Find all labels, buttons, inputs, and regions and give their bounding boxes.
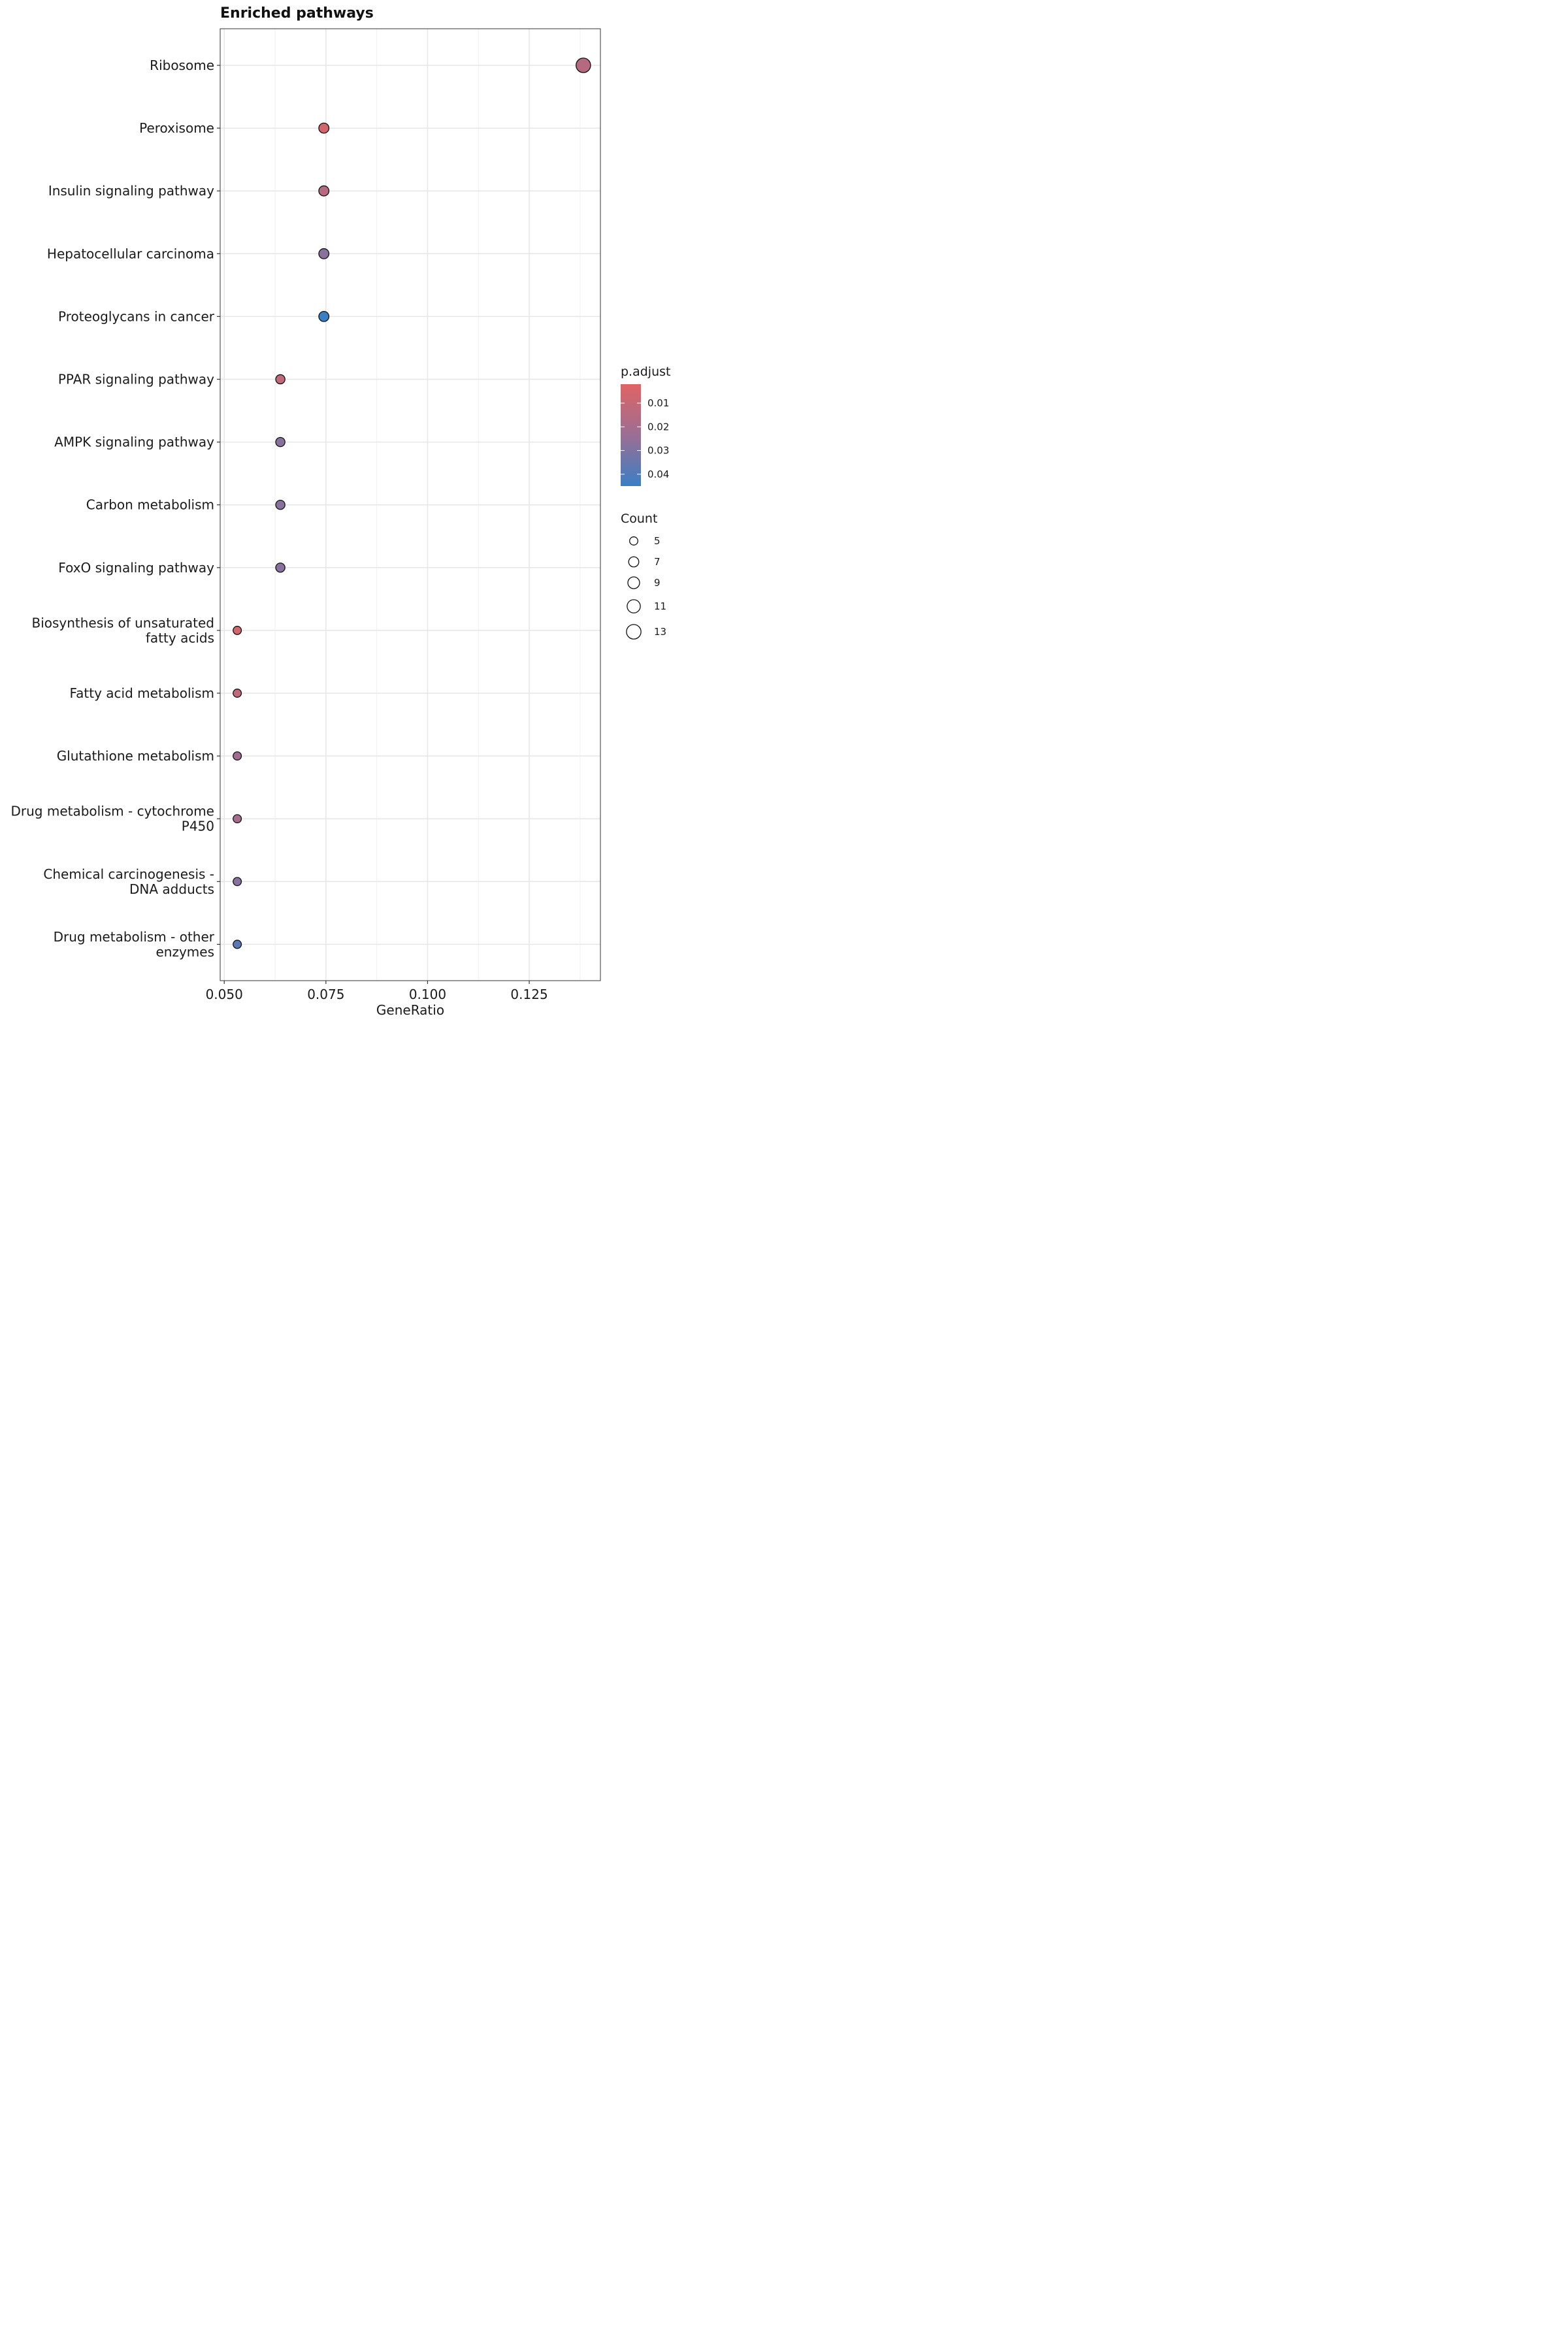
x-tick-label: 0.100 xyxy=(409,987,446,1002)
data-point xyxy=(275,563,286,573)
data-point xyxy=(233,877,242,887)
data-point xyxy=(318,122,330,134)
data-point xyxy=(233,689,242,698)
color-legend-label: 0.04 xyxy=(647,468,669,480)
y-axis: Ribosome Peroxisome Insulin signaling path… xyxy=(10,57,220,960)
x-tick-label: 0.075 xyxy=(307,987,344,1002)
chart-title: Enriched pathways xyxy=(220,5,374,22)
size-legend-title: Count xyxy=(621,512,657,526)
data-point xyxy=(318,248,330,259)
color-bar xyxy=(621,384,641,486)
color-legend: p.adjust 0.01 0.02 0.03 0.04 xyxy=(621,365,670,486)
data-points xyxy=(233,57,591,949)
data-point xyxy=(233,625,242,635)
color-legend-title: p.adjust xyxy=(621,365,670,379)
y-tick-label: enzymes xyxy=(155,944,214,960)
y-tick-label: fatty acids xyxy=(146,630,214,645)
y-tick-label: PPAR signaling pathway xyxy=(58,372,214,387)
size-legend-label: 5 xyxy=(654,535,661,547)
data-point xyxy=(576,57,591,73)
size-legend-label: 13 xyxy=(654,626,666,638)
size-legend-key xyxy=(627,599,641,613)
data-point xyxy=(275,499,286,510)
color-legend-label: 0.01 xyxy=(647,397,669,409)
data-point xyxy=(233,814,242,824)
y-tick-label: Peroxisome xyxy=(139,120,214,136)
data-point xyxy=(318,185,330,197)
x-tick-label: 0.050 xyxy=(206,987,243,1002)
y-tick-label: Chemical carcinogenesis - xyxy=(43,866,214,882)
x-axis: 0.050 0.075 0.100 0.125 xyxy=(206,981,548,1002)
size-legend: Count 5 7 9 11 13 xyxy=(621,512,666,640)
y-tick-label: Glutathione metabolism xyxy=(57,748,214,764)
y-tick-label: AMPK signaling pathway xyxy=(54,434,214,450)
size-legend-key xyxy=(626,624,642,640)
color-legend-label: 0.03 xyxy=(647,445,669,457)
y-tick-label: Proteoglycans in cancer xyxy=(58,308,215,324)
y-tick-label: Drug metabolism - cytochrome xyxy=(10,804,214,819)
y-tick-label: Drug metabolism - other xyxy=(54,929,215,945)
size-legend-label: 9 xyxy=(654,577,661,589)
y-tick-label: FoxO signaling pathway xyxy=(58,560,214,576)
y-tick-label: Hepatocellular carcinoma xyxy=(47,246,214,261)
y-tick-label: Biosynthesis of unsaturated xyxy=(31,615,214,630)
data-point xyxy=(233,751,242,761)
y-tick-label: DNA adducts xyxy=(129,881,214,897)
size-legend-key xyxy=(627,576,640,589)
y-tick-label: Ribosome xyxy=(150,57,214,73)
data-point xyxy=(275,436,286,448)
chart: Enriched pathways Ribosome Peroxisome Insu… xyxy=(10,5,670,1018)
data-point xyxy=(275,374,286,385)
size-legend-key xyxy=(628,556,640,568)
y-tick-label: Insulin signaling pathway xyxy=(48,183,214,199)
size-legend-label: 11 xyxy=(654,600,666,612)
data-point xyxy=(233,939,242,949)
size-legend-label: 7 xyxy=(654,556,661,568)
data-point xyxy=(318,310,330,322)
x-axis-title: GeneRatio xyxy=(376,1002,444,1018)
y-tick-label: Carbon metabolism xyxy=(86,497,214,513)
y-tick-label: Fatty acid metabolism xyxy=(70,685,215,701)
x-tick-label: 0.125 xyxy=(510,987,547,1002)
y-tick-label: P450 xyxy=(182,819,214,834)
size-legend-key xyxy=(629,536,638,546)
color-legend-label: 0.02 xyxy=(647,421,669,433)
